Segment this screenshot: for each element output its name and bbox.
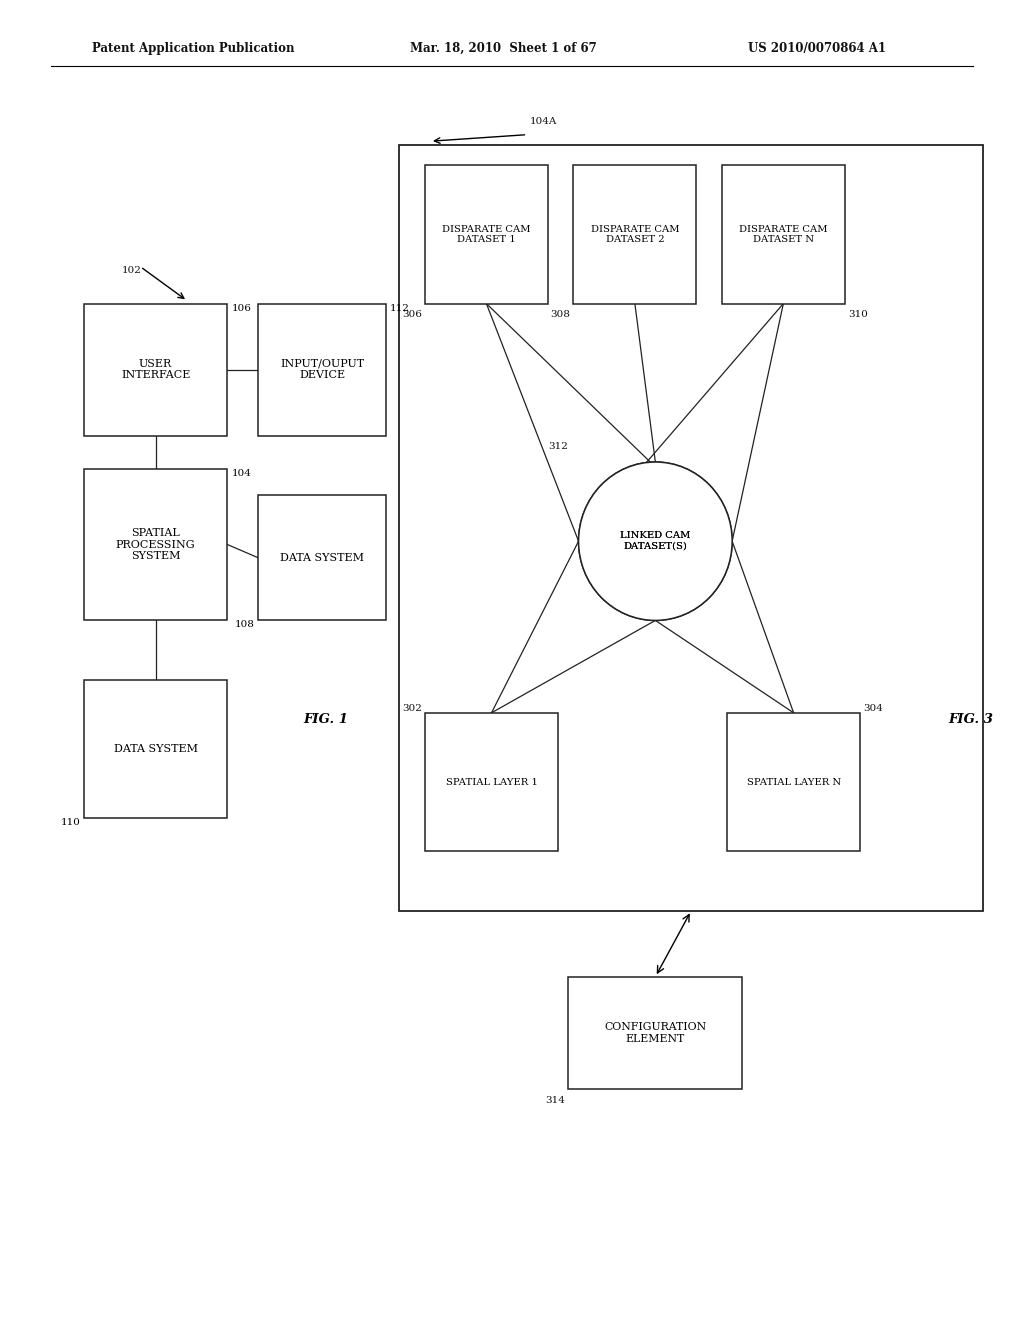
- Text: CONFIGURATION
ELEMENT: CONFIGURATION ELEMENT: [604, 1022, 707, 1044]
- Text: SPATIAL
PROCESSING
SYSTEM: SPATIAL PROCESSING SYSTEM: [116, 528, 196, 561]
- Bar: [84, 469, 227, 620]
- Text: 310: 310: [848, 310, 867, 319]
- Ellipse shape: [579, 462, 732, 620]
- Text: LINKED CAM
DATASET(S): LINKED CAM DATASET(S): [621, 532, 690, 550]
- Bar: [258, 304, 386, 436]
- Text: 308: 308: [551, 310, 570, 319]
- Text: USER
INTERFACE: USER INTERFACE: [121, 359, 190, 380]
- Text: INPUT/OUPUT
DEVICE: INPUT/OUPUT DEVICE: [280, 359, 365, 380]
- Text: 304: 304: [863, 704, 883, 713]
- Text: 104: 104: [231, 469, 251, 478]
- Ellipse shape: [579, 462, 732, 620]
- Text: DISPARATE CAM
DATASET 2: DISPARATE CAM DATASET 2: [591, 224, 679, 244]
- Text: DISPARATE CAM
DATASET 1: DISPARATE CAM DATASET 1: [442, 224, 530, 244]
- Text: 312: 312: [549, 442, 568, 451]
- Bar: [425, 165, 548, 304]
- Text: 314: 314: [546, 1096, 565, 1105]
- Text: SPATIAL LAYER 1: SPATIAL LAYER 1: [445, 777, 538, 787]
- Text: 110: 110: [61, 818, 81, 828]
- Bar: [727, 713, 860, 851]
- Text: US 2010/0070864 A1: US 2010/0070864 A1: [748, 42, 886, 54]
- Bar: [258, 495, 386, 620]
- Text: DATA SYSTEM: DATA SYSTEM: [114, 744, 198, 754]
- Bar: [722, 165, 845, 304]
- Text: SPATIAL LAYER N: SPATIAL LAYER N: [746, 777, 841, 787]
- Text: 104A: 104A: [529, 117, 557, 125]
- Text: DATA SYSTEM: DATA SYSTEM: [280, 553, 365, 562]
- Bar: [568, 977, 742, 1089]
- Text: FIG. 1: FIG. 1: [303, 713, 348, 726]
- Bar: [573, 165, 696, 304]
- Text: 112: 112: [390, 304, 410, 313]
- Text: 302: 302: [402, 704, 422, 713]
- Text: 106: 106: [231, 304, 251, 313]
- Text: DISPARATE CAM
DATASET N: DISPARATE CAM DATASET N: [739, 224, 827, 244]
- Bar: [425, 713, 558, 851]
- Bar: [84, 304, 227, 436]
- Bar: [399, 145, 983, 911]
- Text: Patent Application Publication: Patent Application Publication: [92, 42, 295, 54]
- Bar: [84, 680, 227, 818]
- Text: 306: 306: [402, 310, 422, 319]
- Text: FIG. 3: FIG. 3: [948, 713, 993, 726]
- Text: LINKED CAM
DATASET(S): LINKED CAM DATASET(S): [621, 532, 690, 550]
- Text: 102: 102: [122, 267, 141, 275]
- Text: Mar. 18, 2010  Sheet 1 of 67: Mar. 18, 2010 Sheet 1 of 67: [410, 42, 596, 54]
- Text: 108: 108: [236, 620, 255, 630]
